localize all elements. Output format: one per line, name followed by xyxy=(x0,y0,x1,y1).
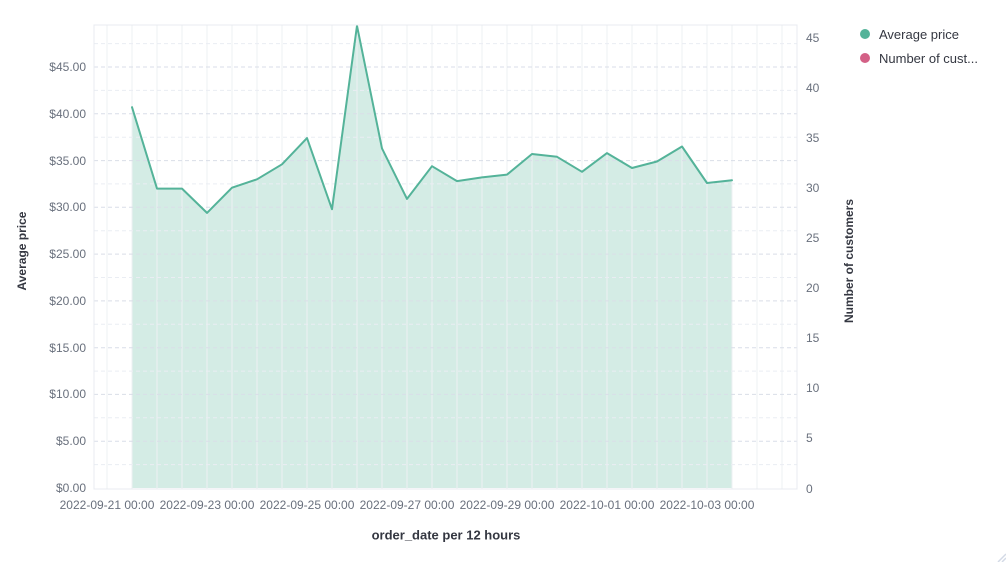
left-axis-tick-label: $10.00 xyxy=(49,387,86,402)
left-axis-title: Average price xyxy=(15,211,29,291)
right-axis-tick-label: 15 xyxy=(806,331,820,346)
chart-legend: Average price Number of cust... xyxy=(860,22,978,70)
x-axis-tick-label: 2022-09-25 00:00 xyxy=(259,498,355,512)
legend-item-number-of-customers[interactable]: Number of cust... xyxy=(860,46,978,70)
x-axis-tick-label: 2022-09-23 00:00 xyxy=(159,498,255,512)
right-axis-tick-label: 10 xyxy=(806,381,820,396)
resize-handle-icon[interactable] xyxy=(996,552,1006,562)
left-axis-tick-label: $15.00 xyxy=(49,340,86,355)
right-axis-tick-label: 25 xyxy=(806,230,820,245)
right-axis-tick-label: 5 xyxy=(806,431,813,446)
x-axis-tick-label: 2022-09-21 00:00 xyxy=(59,498,155,512)
left-axis-tick-label: $20.00 xyxy=(49,293,86,308)
legend-dot-number-of-customers xyxy=(860,53,870,63)
x-axis-tick-label: 2022-10-01 00:00 xyxy=(559,498,655,512)
x-axis-tick-label: 2022-09-27 00:00 xyxy=(359,498,455,512)
x-axis-tick-label: 2022-09-29 00:00 xyxy=(459,498,555,512)
left-axis-tick-label: $0.00 xyxy=(55,481,86,495)
left-axis-tick-label: $35.00 xyxy=(49,153,86,168)
legend-item-average-price[interactable]: Average price xyxy=(860,22,978,46)
right-axis-tick-label: 30 xyxy=(806,180,820,195)
right-axis-tick-label: 20 xyxy=(806,281,820,296)
plot-border xyxy=(93,24,798,490)
left-axis-tick-label: $25.00 xyxy=(49,247,86,262)
left-axis-tick-label: $45.00 xyxy=(49,60,86,74)
average-price-line xyxy=(131,24,733,214)
right-axis-tick-label: 45 xyxy=(806,30,820,45)
x-axis-tick-label: 2022-10-03 00:00 xyxy=(659,498,755,512)
right-axis-tick-label: 40 xyxy=(806,80,820,95)
left-axis-tick-label: $5.00 xyxy=(55,434,86,449)
left-axis-tick-label: $40.00 xyxy=(49,106,86,121)
legend-dot-average-price xyxy=(860,29,870,39)
legend-label: Number of cust... xyxy=(879,50,978,66)
right-axis-title: Number of customers xyxy=(842,198,856,324)
left-axis-tick-label: $30.00 xyxy=(49,200,86,215)
x-axis-title: order_date per 12 hours xyxy=(371,527,521,543)
legend-label: Average price xyxy=(879,26,959,42)
right-axis-tick-label: 35 xyxy=(806,130,820,145)
right-axis-tick-label: 0 xyxy=(806,481,813,496)
